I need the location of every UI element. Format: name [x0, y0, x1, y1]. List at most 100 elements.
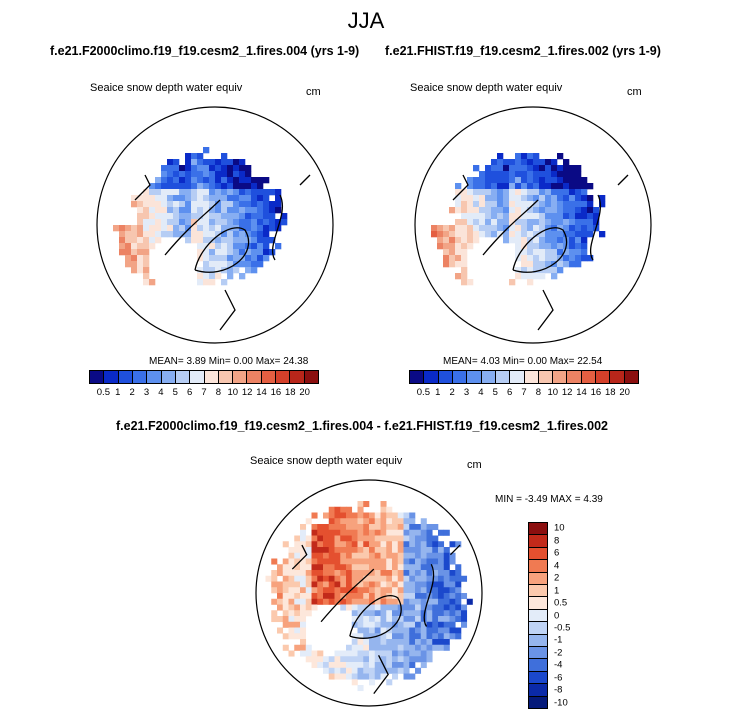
diff-grid-cell: [415, 593, 422, 600]
diff-units-label: cm: [467, 459, 482, 471]
diff-grid-cell: [420, 598, 427, 605]
diff-grid-cell: [311, 575, 318, 582]
diff-grid-cell: [432, 627, 439, 634]
right-grid-cell: [497, 213, 504, 220]
left-grid-cell: [197, 249, 204, 256]
right-grid-cell: [527, 279, 534, 286]
right-grid-cell: [455, 237, 462, 244]
left-grid-cell: [269, 201, 276, 208]
left-grid-cell: [179, 183, 186, 190]
left-grid-cell: [197, 201, 204, 208]
diff-grid-cell: [426, 650, 433, 657]
diff-grid-cell: [351, 604, 358, 611]
left-grid-cell: [155, 183, 162, 190]
diff-grid-cell: [392, 639, 399, 646]
left-grid-cell: [203, 261, 210, 268]
left-grid-cell: [227, 207, 234, 214]
diff-grid-cell: [449, 610, 456, 617]
right-grid-cell: [557, 177, 564, 184]
right-grid-cell: [461, 273, 468, 280]
right-grid-cell: [569, 189, 576, 196]
right-grid-cell: [539, 195, 546, 202]
diff-grid-cell: [386, 535, 393, 542]
right-grid-cell: [473, 177, 480, 184]
right-grid-cell: [593, 207, 600, 214]
diff-grid-cell: [392, 535, 399, 542]
diff-grid-cell: [363, 529, 370, 536]
diff-colorbar-box: [529, 634, 547, 648]
diff-grid-cell: [334, 558, 341, 565]
diff-grid-cell: [432, 541, 439, 548]
left-grid-cell: [239, 183, 246, 190]
right-grid-cell: [587, 219, 594, 226]
diff-grid-cell: [386, 587, 393, 594]
left-grid-cell: [167, 183, 174, 190]
left-grid-cell: [251, 177, 258, 184]
diff-grid-cell: [282, 621, 289, 628]
right-grid-cell: [461, 189, 468, 196]
diff-grid-cell: [403, 535, 410, 542]
diff-colorbar-box: [529, 585, 547, 598]
diff-grid-cell: [369, 581, 376, 588]
diff-grid-cell: [392, 616, 399, 623]
right-grid-cell: [527, 207, 534, 214]
left-grid-cell: [137, 195, 144, 202]
right-grid-cell: [569, 237, 576, 244]
diff-grid-cell: [317, 593, 324, 600]
right-grid-cell: [569, 231, 576, 238]
right-grid-cell: [467, 219, 474, 226]
diff-grid-cell: [409, 656, 416, 663]
diff-grid-cell: [294, 587, 301, 594]
diff-grid-cell: [380, 575, 387, 582]
diff-grid-cell: [380, 564, 387, 571]
left-colorbar-box: [304, 371, 318, 383]
right-colorbar-box: [553, 371, 568, 383]
diff-grid-cell: [397, 667, 404, 674]
diff-grid-cell: [374, 552, 381, 559]
left-grid-cell: [191, 201, 198, 208]
left-colorbar-tick-label: 8: [215, 387, 222, 398]
right-grid-cell: [497, 189, 504, 196]
diff-grid-cell: [334, 650, 341, 657]
left-grid-cell: [221, 189, 228, 196]
right-grid-cell: [575, 261, 582, 268]
left-grid-cell: [233, 231, 240, 238]
diff-grid-cell: [294, 598, 301, 605]
diff-grid-cell: [420, 662, 427, 669]
diff-colorbar-box: [529, 659, 547, 672]
left-grid-cell: [221, 261, 228, 268]
right-grid-cell: [455, 189, 462, 196]
left-grid-cell: [185, 207, 192, 214]
diff-grid-cell: [438, 604, 445, 611]
right-grid-cell: [527, 195, 534, 202]
right-grid-cell: [503, 195, 510, 202]
left-grid-cell: [143, 219, 150, 226]
right-grid-cell: [533, 171, 540, 178]
left-grid-cell: [281, 219, 288, 226]
diff-grid-cell: [380, 570, 387, 577]
right-grid-cell: [575, 195, 582, 202]
right-grid-cell: [533, 153, 540, 160]
diff-grid-cell: [317, 662, 324, 669]
diff-grid-cell: [409, 558, 416, 565]
diff-grid-cell: [449, 633, 456, 640]
right-grid-cell: [563, 255, 570, 262]
right-colorbar-ticks: 0.5 1 2 3 4 5 6 7 8 10 12 14 16 18 20: [409, 387, 639, 399]
left-grid-cell: [197, 255, 204, 262]
right-grid-cell: [533, 255, 540, 262]
diff-grid-cell: [449, 604, 456, 611]
left-grid-cell: [221, 195, 228, 202]
right-grid-cell: [539, 225, 546, 232]
left-grid-cell: [221, 231, 228, 238]
right-grid-cell: [551, 207, 558, 214]
diff-grid-cell: [311, 662, 318, 669]
diff-grid-cell: [288, 650, 295, 657]
left-grid-cell: [185, 219, 192, 226]
left-grid-cell: [221, 249, 228, 256]
right-grid-cell: [533, 261, 540, 268]
left-grid-cell: [173, 165, 180, 172]
diff-grid-cell: [403, 512, 410, 519]
left-grid-cell: [203, 225, 210, 232]
diff-grid-cell: [340, 662, 347, 669]
diff-variable-label: Seaice snow depth water equiv: [250, 455, 403, 467]
